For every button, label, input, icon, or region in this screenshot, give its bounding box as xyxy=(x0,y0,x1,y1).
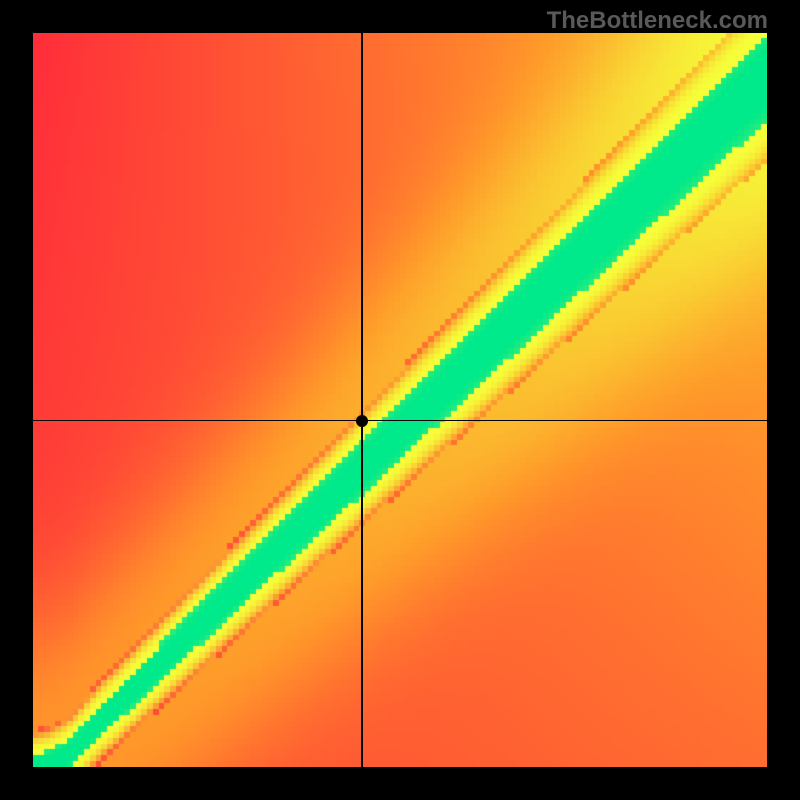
crosshair-vertical xyxy=(361,33,362,767)
crosshair-horizontal xyxy=(33,420,767,421)
heatmap-canvas xyxy=(33,33,767,767)
plot-area xyxy=(33,33,767,767)
data-point-marker xyxy=(356,415,368,427)
watermark-text: TheBottleneck.com xyxy=(547,7,768,35)
chart-frame: TheBottleneck.com xyxy=(0,0,800,800)
